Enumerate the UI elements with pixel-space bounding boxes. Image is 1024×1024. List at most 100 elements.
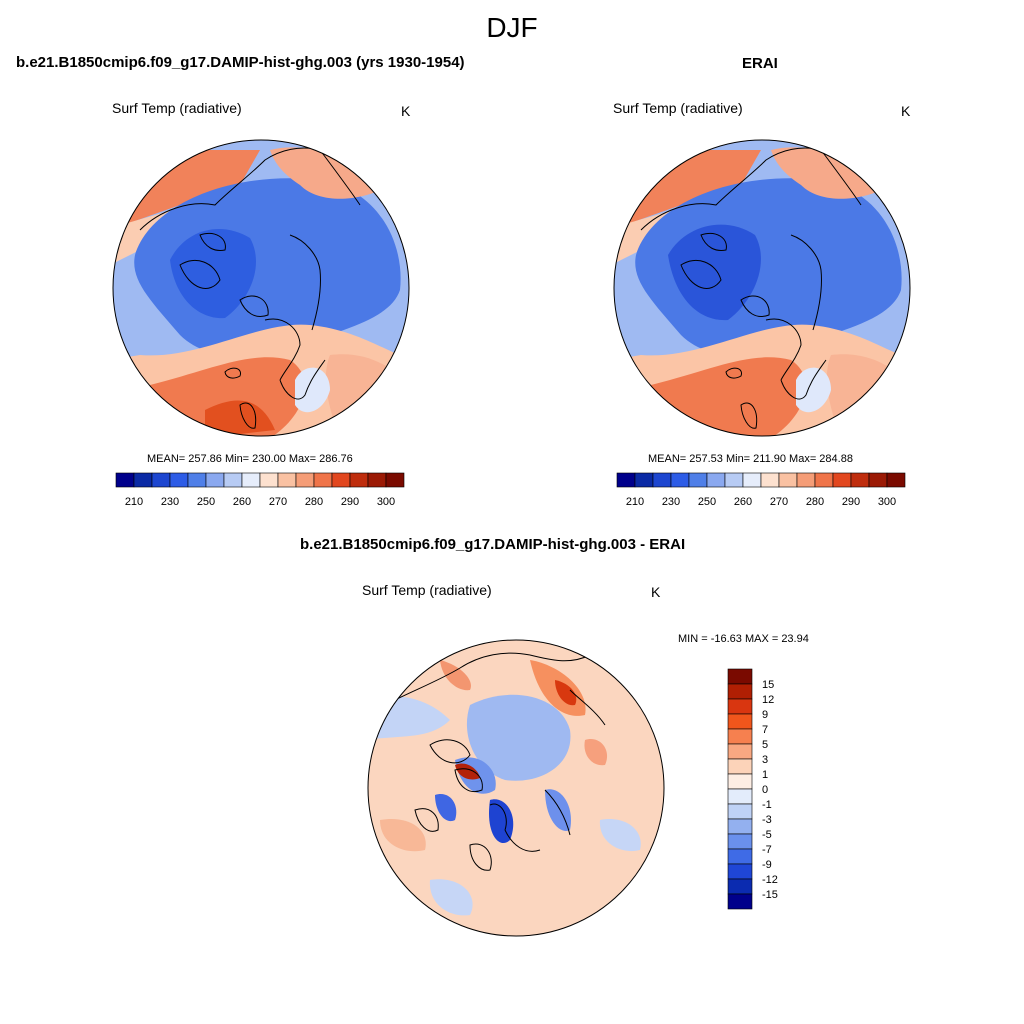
colorbar-swatch — [241, 472, 261, 488]
colorbar-swatch — [727, 863, 753, 880]
colorbar-swatch — [616, 472, 636, 488]
colorbar-tick-label: 210 — [626, 496, 644, 508]
colorbar-tick-label: 15 — [762, 679, 774, 691]
panel-1-units: K — [401, 103, 411, 119]
map-diff-background — [368, 640, 664, 936]
panel-2-title: ERAI — [742, 55, 778, 72]
colorbar-tick-label: 230 — [662, 496, 680, 508]
colorbar-tick-label: 290 — [842, 496, 860, 508]
panel-2-stats: MEAN= 257.53 Min= 211.90 Max= 284.88 — [648, 453, 853, 465]
colorbar-tick-label: 5 — [762, 739, 768, 751]
colorbar-swatch — [169, 472, 189, 488]
colorbar-swatch — [349, 472, 369, 488]
colorbar-tick-label: -12 — [762, 874, 778, 886]
colorbar-swatch — [727, 728, 753, 745]
colorbar-tick-label: 210 — [125, 496, 143, 508]
colorbar-tick-label: 7 — [762, 724, 768, 736]
map-diff-cold-arctic — [466, 694, 571, 781]
colorbar-tick-label: 12 — [762, 694, 774, 706]
colorbar-tick-label: 9 — [762, 709, 768, 721]
colorbar-tick-label: -7 — [762, 844, 772, 856]
colorbar-erai: 210 230 250 260 270 280 290 300 — [616, 472, 906, 508]
colorbar-tick-label: 260 — [233, 496, 251, 508]
panel-3-variable: Surf Temp (radiative) — [362, 582, 492, 598]
colorbar-swatch — [727, 818, 753, 835]
colorbar-tick-label: 260 — [734, 496, 752, 508]
colorbar-tick-label: 300 — [878, 496, 896, 508]
colorbar-swatch — [385, 472, 405, 488]
colorbar-swatch — [205, 472, 225, 488]
colorbar-swatch — [742, 472, 762, 488]
map-model-border — [112, 139, 410, 437]
colorbar-swatch — [778, 472, 798, 488]
colorbar-tick-label: 250 — [698, 496, 716, 508]
panel-1-stats: MEAN= 257.86 Min= 230.00 Max= 286.76 — [147, 453, 353, 465]
colorbar-swatch — [634, 472, 654, 488]
map-model-coastlines — [139, 147, 361, 429]
panel-2-units: K — [901, 103, 911, 119]
colorbar-swatch — [706, 472, 726, 488]
colorbar-tick-label: -15 — [762, 889, 778, 901]
colorbar-tick-label: 0 — [762, 784, 768, 796]
colorbar-swatch — [133, 472, 153, 488]
colorbar-swatch — [277, 472, 297, 488]
colorbar-swatch — [727, 713, 753, 730]
colorbar-swatch — [727, 833, 753, 850]
colorbar-tick-label: -5 — [762, 829, 772, 841]
colorbar-tick-label: -1 — [762, 799, 772, 811]
colorbar-swatch — [223, 472, 243, 488]
colorbar-swatch — [115, 472, 135, 488]
colorbar-tick-label: 3 — [762, 754, 768, 766]
panel-3-units: K — [651, 584, 661, 600]
panel-1-variable: Surf Temp (radiative) — [112, 100, 242, 116]
colorbar-swatch — [814, 472, 834, 488]
map-difference — [368, 640, 664, 936]
colorbar-tick-label: -3 — [762, 814, 772, 826]
colorbar-swatch — [724, 472, 744, 488]
colorbar-swatch — [850, 472, 870, 488]
colorbar-difference: 15 12 9 7 5 3 1 0 -1 -3 -5 -7 -9 -12 -15 — [727, 668, 778, 910]
colorbar-swatch — [727, 668, 753, 685]
colorbar-swatch — [727, 893, 753, 910]
colorbar-swatch — [295, 472, 315, 488]
colorbar-swatch — [727, 758, 753, 775]
colorbar-swatch — [727, 698, 753, 715]
colorbar-swatch — [367, 472, 387, 488]
colorbar-swatch — [832, 472, 852, 488]
colorbar-tick-label: 250 — [197, 496, 215, 508]
panel-3-stats: MIN = -16.63 MAX = 23.94 — [678, 633, 809, 645]
colorbar-tick-label: 270 — [770, 496, 788, 508]
colorbar-tick-label: -9 — [762, 859, 772, 871]
colorbar-swatch — [727, 773, 753, 790]
colorbar-swatch — [727, 848, 753, 865]
colorbar-swatch — [727, 803, 753, 820]
colorbar-swatch — [727, 743, 753, 760]
colorbar-swatch — [331, 472, 351, 488]
colorbar-swatch — [727, 683, 753, 700]
colorbar-swatch — [259, 472, 279, 488]
colorbar-swatch — [727, 788, 753, 805]
panel-3-title: b.e21.B1850cmip6.f09_g17.DAMIP-hist-ghg.… — [300, 536, 686, 553]
panel-1-title: b.e21.B1850cmip6.f09_g17.DAMIP-hist-ghg.… — [16, 54, 465, 71]
colorbar-tick-label: 230 — [161, 496, 179, 508]
colorbar-tick-label: 270 — [269, 496, 287, 508]
colorbar-swatch — [670, 472, 690, 488]
colorbar-swatch — [760, 472, 780, 488]
colorbar-tick-label: 1 — [762, 769, 768, 781]
colorbar-swatch — [313, 472, 333, 488]
colorbar-swatch — [151, 472, 171, 488]
colorbar-swatch — [652, 472, 672, 488]
colorbar-swatch — [796, 472, 816, 488]
panel-2-variable: Surf Temp (radiative) — [613, 100, 743, 116]
colorbar-swatch — [886, 472, 906, 488]
colorbar-tick-label: 300 — [377, 496, 395, 508]
map-erai-coastlines — [640, 147, 862, 429]
colorbar-tick-label: 280 — [305, 496, 323, 508]
colorbar-model: 210 230 250 260 270 280 290 300 — [115, 472, 405, 508]
map-erai-border — [613, 139, 911, 437]
main-title: DJF — [486, 12, 538, 43]
map-diff-border — [367, 639, 665, 937]
colorbar-tick-label: 290 — [341, 496, 359, 508]
colorbar-swatch — [727, 878, 753, 895]
